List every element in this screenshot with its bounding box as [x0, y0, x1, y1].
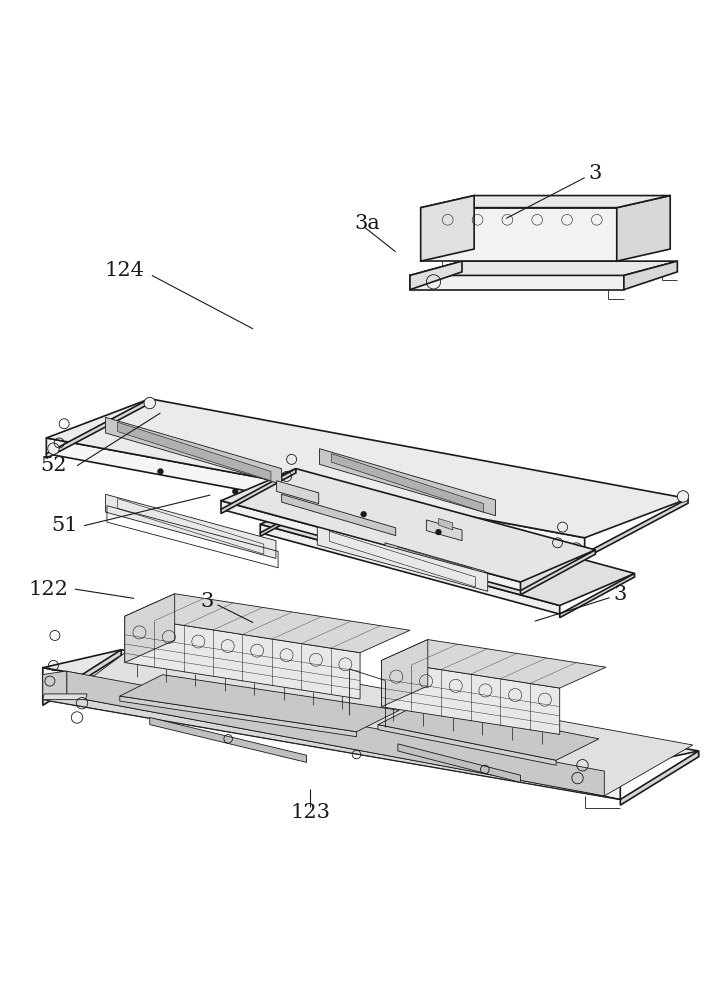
Polygon shape: [106, 494, 276, 558]
Polygon shape: [277, 481, 319, 504]
Text: 122: 122: [29, 580, 68, 599]
Polygon shape: [381, 640, 606, 688]
Text: 52: 52: [40, 456, 67, 475]
Polygon shape: [260, 492, 335, 536]
Polygon shape: [125, 616, 360, 699]
Polygon shape: [125, 594, 410, 653]
Polygon shape: [319, 449, 496, 516]
Polygon shape: [332, 454, 483, 512]
Polygon shape: [378, 703, 599, 760]
Polygon shape: [620, 751, 699, 805]
Circle shape: [361, 511, 366, 517]
Text: 3: 3: [200, 592, 213, 611]
Polygon shape: [378, 725, 556, 765]
Polygon shape: [398, 744, 520, 782]
Polygon shape: [438, 519, 453, 530]
Polygon shape: [67, 644, 693, 796]
Text: 51: 51: [51, 516, 78, 535]
Polygon shape: [426, 520, 462, 541]
Circle shape: [570, 543, 582, 554]
Circle shape: [677, 491, 689, 502]
Polygon shape: [617, 196, 670, 261]
Polygon shape: [221, 501, 520, 591]
Polygon shape: [67, 671, 605, 796]
Polygon shape: [150, 717, 307, 762]
Polygon shape: [43, 694, 87, 700]
Polygon shape: [43, 671, 67, 700]
Polygon shape: [125, 594, 175, 663]
Polygon shape: [410, 275, 624, 290]
Polygon shape: [120, 675, 399, 732]
Polygon shape: [43, 668, 620, 799]
Polygon shape: [106, 417, 282, 484]
Polygon shape: [585, 499, 688, 558]
Polygon shape: [260, 524, 560, 614]
Text: 3: 3: [589, 164, 602, 183]
Polygon shape: [120, 696, 356, 737]
Polygon shape: [410, 261, 677, 275]
Circle shape: [144, 397, 155, 409]
Polygon shape: [381, 640, 428, 707]
Polygon shape: [282, 494, 396, 536]
Polygon shape: [43, 696, 620, 799]
Circle shape: [436, 529, 441, 535]
Polygon shape: [560, 573, 635, 618]
Text: 3: 3: [614, 585, 627, 604]
Polygon shape: [421, 196, 670, 208]
Circle shape: [232, 489, 238, 494]
Circle shape: [48, 443, 59, 454]
Circle shape: [158, 469, 163, 474]
Polygon shape: [46, 438, 585, 553]
Polygon shape: [421, 208, 617, 261]
Text: 3a: 3a: [354, 214, 380, 233]
Polygon shape: [421, 196, 474, 261]
Polygon shape: [260, 492, 635, 606]
Text: 123: 123: [290, 803, 330, 822]
Polygon shape: [317, 527, 488, 591]
Polygon shape: [398, 547, 472, 576]
Polygon shape: [385, 543, 485, 580]
Polygon shape: [410, 261, 462, 290]
Polygon shape: [118, 422, 271, 481]
Text: 124: 124: [105, 261, 145, 280]
Polygon shape: [221, 469, 595, 582]
Polygon shape: [46, 399, 688, 538]
Polygon shape: [520, 550, 595, 595]
Polygon shape: [46, 399, 150, 458]
Polygon shape: [43, 650, 121, 705]
Polygon shape: [624, 261, 677, 290]
Polygon shape: [381, 660, 560, 734]
Polygon shape: [43, 650, 699, 768]
Polygon shape: [221, 469, 296, 514]
